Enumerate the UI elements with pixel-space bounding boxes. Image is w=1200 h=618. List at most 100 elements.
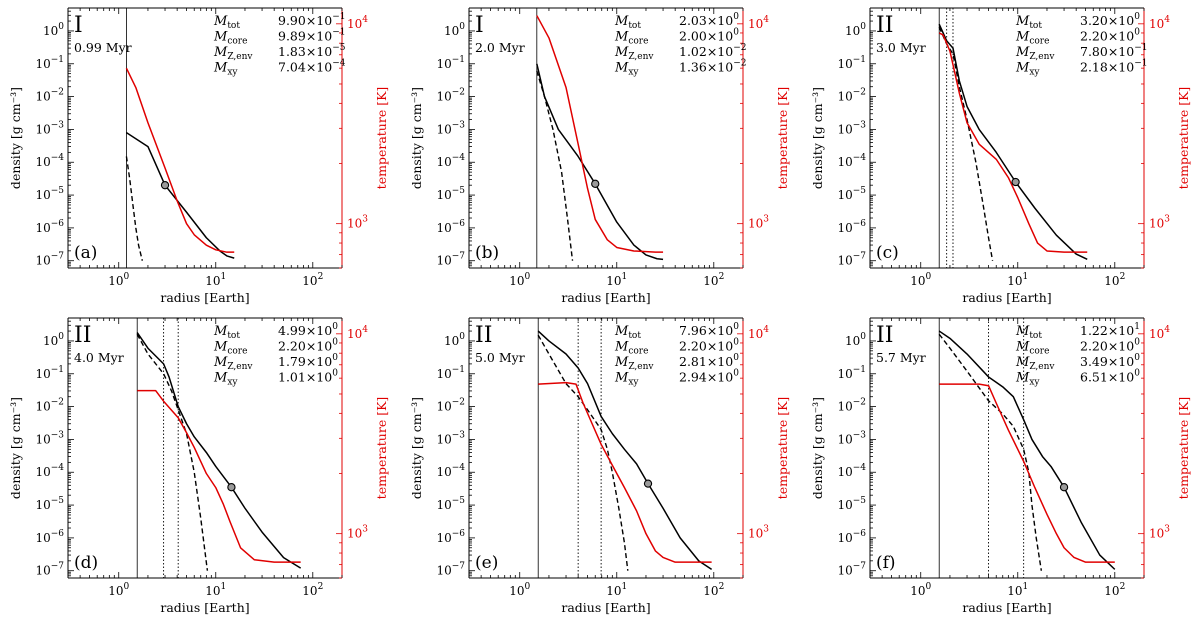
mass-value: 7.96×100 <box>679 322 739 338</box>
y-tick-label: 100 <box>845 22 866 38</box>
mass-value: 2.03×100 <box>679 12 739 28</box>
y-tick-label: 10−4 <box>837 463 866 479</box>
mass-label: Mcore <box>1015 30 1049 47</box>
y-tick-label: 10−7 <box>35 252 64 268</box>
mass-label: MZ,env <box>1015 45 1055 62</box>
plot-area <box>537 318 713 578</box>
mass-value: 2.18×10−1 <box>1080 59 1148 75</box>
metal-density-curve <box>938 333 1043 571</box>
y-tick-label: 100 <box>444 22 465 38</box>
y2-tick-label: 104 <box>1149 15 1170 31</box>
y-tick-label: 10−2 <box>436 88 465 104</box>
mass-label: Mcore <box>614 340 648 357</box>
x-tick-label: 100 <box>509 582 530 598</box>
y-tick-label: 10−6 <box>837 529 866 545</box>
x-tick-label: 10 <box>108 274 123 288</box>
y-tick-label: 10−1 <box>436 55 465 71</box>
y-tick-label: 10−2 <box>837 398 866 414</box>
y-tick-label: 10−7 <box>436 252 465 268</box>
x-tick-label: 10 <box>205 584 220 598</box>
y-tick-label: 10−3 <box>436 120 465 136</box>
y-tick-label: 10−3 <box>35 120 64 136</box>
density-curve <box>938 330 1116 570</box>
y-tick-label: 10−4 <box>436 153 465 169</box>
time-label: 5.0 Myr <box>475 350 525 365</box>
density-curve <box>537 330 713 570</box>
panel-d: 100 101 102 10−7 10−6 10−5 10−4 10−3 10−2 10−1 100… <box>8 317 389 615</box>
x-tick-label: 102 <box>1104 272 1125 288</box>
x-axis-title: radius [Earth] <box>561 600 650 615</box>
mass-label: Mtot <box>1015 14 1042 31</box>
x-tick-label: 101 <box>205 582 226 598</box>
radius-marker <box>160 181 170 190</box>
y2-axis-title: temperature [K] <box>374 397 389 500</box>
mass-value: 2.20×100 <box>1080 338 1140 354</box>
y-tick-label: 10−5 <box>837 186 866 202</box>
mass-value: 7.80×10−1 <box>1080 43 1148 59</box>
y-tick-label: 10−5 <box>35 496 64 512</box>
metal-density-curve <box>125 156 144 261</box>
y-tick-label: 10−7 <box>837 562 866 578</box>
y-axis-title: density [g cm⁻³] <box>409 87 424 189</box>
y2-tick-label: 103 <box>1149 525 1170 541</box>
metal-density-curve <box>938 26 994 261</box>
density-curve <box>938 23 1088 261</box>
mass-label: Mxy <box>614 61 639 78</box>
mass-value: 9.90×10−1 <box>278 12 346 28</box>
mass-label: Mtot <box>213 324 240 341</box>
x-tick-label: 10 <box>703 584 718 598</box>
stage-label: II <box>475 323 492 348</box>
density-curve <box>136 332 302 569</box>
y-tick-label: 10−5 <box>837 496 866 512</box>
y-tick-label: 10−3 <box>837 120 866 136</box>
mass-value: 4.99×100 <box>278 322 338 338</box>
y-tick-label: 10−1 <box>837 55 866 71</box>
x-tick-label: 10 <box>205 274 220 288</box>
x-tick-label: 10 <box>108 584 123 598</box>
stage-label: I <box>475 13 484 38</box>
mass-value: 2.94×100 <box>679 369 739 385</box>
y2-axis-title: temperature [K] <box>775 397 790 500</box>
y-tick-label: 10−1 <box>35 55 64 71</box>
y-tick-label: 10−1 <box>35 365 64 381</box>
radius-marker <box>227 483 236 492</box>
temperature-curve <box>538 381 712 563</box>
x-tick-label: 102 <box>302 582 323 598</box>
temperature-curve <box>125 67 235 253</box>
mass-value: 1.36×10−2 <box>679 59 747 75</box>
y2-tick-label: 104 <box>748 15 769 31</box>
time-label: 3.0 Myr <box>876 40 926 55</box>
density-curve <box>536 63 664 261</box>
y-tick-label: 100 <box>444 332 465 348</box>
stage-label: II <box>74 323 91 348</box>
metal-density-curve <box>136 333 209 571</box>
y-tick-label: 10−7 <box>436 562 465 578</box>
mass-value: 3.20×100 <box>1080 12 1140 28</box>
mass-label: MZ,env <box>213 45 253 62</box>
temperature-curve <box>137 389 301 563</box>
panel-letter: (b) <box>475 243 499 263</box>
y-tick-label: 10−6 <box>436 529 465 545</box>
x-tick-label: 101 <box>205 272 226 288</box>
y2-tick-label: 104 <box>748 325 769 341</box>
mass-value: 2.00×100 <box>679 28 739 44</box>
plot-area <box>536 8 664 268</box>
y2-tick-label: 103 <box>347 525 368 541</box>
panel-a: 100 101 10210−710−610−510−410−310−210−1100… <box>8 7 389 305</box>
panel-c: 100 101 102 10−7 10−6 10−5 10−4 10−3 10−2 10−1 100… <box>810 7 1191 305</box>
x-tick-label: 10 <box>302 274 317 288</box>
y2-tick-label: 103 <box>748 215 769 231</box>
y-tick-label: 10−5 <box>436 186 465 202</box>
radius-marker <box>1059 483 1069 492</box>
plot-area <box>938 8 1088 268</box>
y-tick-label: 10−3 <box>35 430 64 446</box>
mass-label: Mtot <box>614 14 641 31</box>
stage-label: I <box>74 13 83 38</box>
y-tick-label: 10−5 <box>35 186 64 202</box>
y-tick-label: 10−4 <box>35 153 64 169</box>
mass-value: 2.20×100 <box>679 338 739 354</box>
y2-tick-label: 104 <box>347 325 368 341</box>
mass-value: 2.20×100 <box>1080 28 1140 44</box>
mass-label: Mcore <box>614 30 648 47</box>
